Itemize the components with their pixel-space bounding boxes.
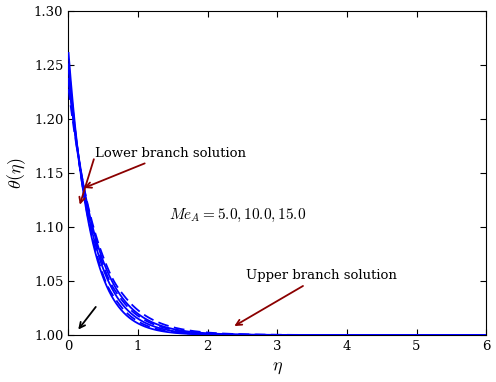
Text: Lower branch solution: Lower branch solution [86, 147, 246, 188]
X-axis label: $\eta$: $\eta$ [272, 358, 283, 376]
Y-axis label: $\theta(\eta)$: $\theta(\eta)$ [5, 157, 28, 189]
Text: Upper branch solution: Upper branch solution [236, 269, 397, 325]
Text: $Me_A = 5.0, 10.0, 15.0$: $Me_A = 5.0, 10.0, 15.0$ [169, 207, 307, 224]
